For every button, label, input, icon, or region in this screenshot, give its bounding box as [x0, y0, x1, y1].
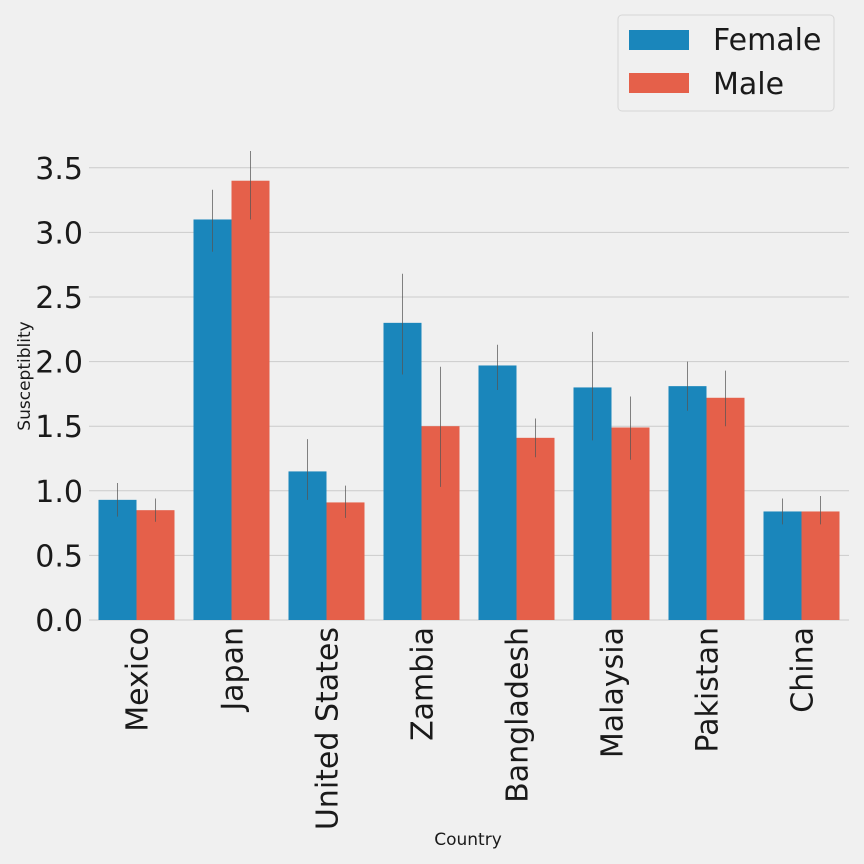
y-axis-label: Susceptiblity: [15, 321, 35, 430]
y-axis-ticks: 0.0 0.5 1.0 1.5 2.0 2.5 3.0 3.5: [35, 152, 83, 639]
bar-male-pakistan: [706, 397, 745, 620]
error-bars: [117, 151, 821, 525]
y-tick-label: 1.0: [35, 475, 83, 510]
bars: [98, 180, 840, 621]
x-tick-label: China: [786, 627, 821, 713]
bar-female-japan: [193, 219, 232, 621]
x-tick-label: Japan: [216, 627, 251, 713]
legend-label-female: Female: [713, 23, 821, 58]
y-tick-label: 0.5: [35, 539, 83, 574]
x-tick-label: Pakistan: [691, 627, 726, 753]
y-tick-label: 2.0: [35, 346, 83, 381]
bar-male-japan: [231, 180, 270, 620]
y-tick-label: 1.5: [35, 410, 83, 445]
legend: Female Male: [617, 14, 835, 112]
x-tick-label: Malaysia: [596, 627, 631, 758]
bar-male-bangladesh: [516, 437, 555, 620]
x-tick-label: Zambia: [406, 627, 441, 741]
bar-male-china: [801, 511, 840, 620]
legend-label-male: Male: [713, 67, 784, 102]
y-tick-label: 2.5: [35, 281, 83, 316]
y-tick-label: 0.0: [35, 604, 83, 639]
bar-female-pakistan: [668, 386, 707, 620]
legend-swatch-female: [629, 30, 689, 50]
bar-female-china: [763, 511, 802, 620]
x-tick-label: Mexico: [121, 627, 156, 732]
x-tick-label: United States: [311, 627, 346, 830]
bar-male-united-states: [326, 502, 365, 620]
legend-swatch-male: [629, 73, 689, 93]
y-tick-label: 3.0: [35, 216, 83, 251]
x-tick-label: Bangladesh: [501, 627, 536, 803]
x-axis-ticks: Mexico Japan United States Zambia Bangladesh…: [121, 627, 821, 830]
bar-male-mexico: [136, 510, 175, 620]
bar-female-bangladesh: [478, 365, 517, 620]
bar-female-mexico: [98, 499, 137, 620]
y-tick-label: 3.5: [35, 152, 83, 187]
x-axis-label: Country: [434, 830, 502, 850]
